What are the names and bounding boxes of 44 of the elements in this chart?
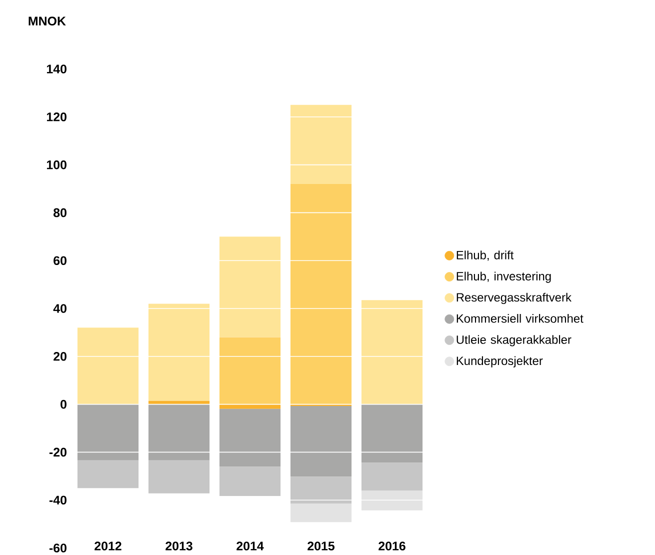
y-tick-label: 80 (54, 208, 66, 218)
bar (219, 236, 281, 338)
bar (219, 337, 281, 404)
legend-label: Kommersiell virksomhet (456, 314, 584, 323)
bar (361, 462, 423, 491)
legend-label: Elhub, drift (456, 250, 514, 261)
bar (290, 104, 352, 184)
bar (148, 404, 210, 460)
bar (77, 460, 139, 488)
bar (148, 460, 210, 494)
y-tick-label: 100 (46, 160, 66, 170)
bar (361, 490, 423, 510)
y-tick-label: -20 (49, 448, 66, 457)
legend-label: Utleie skagerakkabler (456, 335, 572, 346)
y-axis-title: MNOK (28, 16, 66, 26)
bar (290, 476, 352, 504)
bar (77, 404, 139, 460)
bar (361, 404, 423, 463)
bar (219, 408, 281, 467)
x-tick-label: 2012 (94, 542, 122, 550)
bar (219, 404, 281, 409)
x-tick-label: 2015 (308, 542, 334, 550)
bar (77, 328, 139, 404)
x-tick-label: 2016 (378, 542, 406, 550)
y-tick-label: 140 (46, 64, 66, 74)
x-tick-label: 2013 (166, 542, 192, 550)
bar (148, 400, 210, 404)
y-tick-label: 0 (60, 400, 66, 409)
y-tick-label: -60 (49, 544, 66, 552)
x-tick-label: 2014 (236, 542, 264, 550)
bar (219, 466, 281, 496)
y-tick-label: 60 (54, 256, 66, 266)
y-tick-label: 120 (46, 112, 66, 122)
y-tick-label: -40 (49, 496, 66, 505)
bar (290, 406, 352, 477)
legend-label: Reservegasskraftverk (456, 292, 572, 304)
legend-label: Elhub, investering (456, 272, 551, 283)
legend-label: Kundeprosjekter (456, 356, 543, 368)
bar (361, 300, 423, 404)
bar (148, 304, 210, 401)
bar (290, 184, 352, 404)
bar (290, 503, 352, 522)
y-tick-label: 20 (54, 352, 66, 361)
y-tick-label: 40 (53, 304, 66, 313)
